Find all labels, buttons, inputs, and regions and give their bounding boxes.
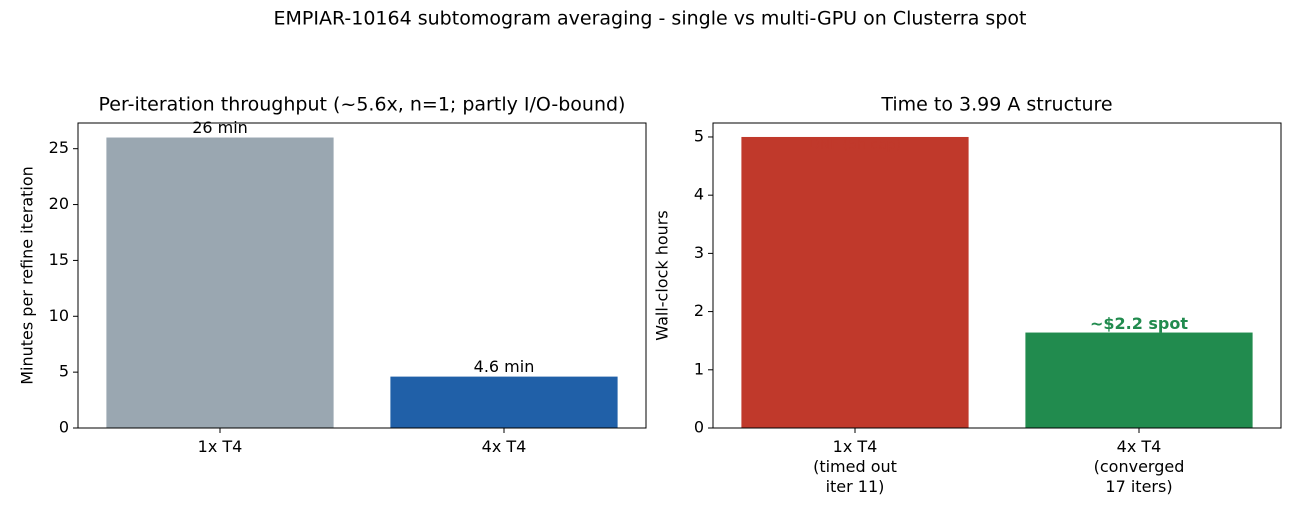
y-tick-label: 1 bbox=[694, 359, 704, 378]
y-tick-label: 4 bbox=[694, 185, 704, 204]
x-tick-label: 1x T4 (timed out iter 11) bbox=[813, 437, 897, 496]
x-tick-label: 4x T4 (converged 17 iters) bbox=[1093, 437, 1185, 496]
figure-title: EMPIAR-10164 subtomogram averaging - sin… bbox=[274, 8, 1027, 30]
y-tick-label: 15 bbox=[49, 250, 69, 269]
bar bbox=[1025, 332, 1253, 428]
bar bbox=[390, 376, 618, 428]
axis-title: Per-iteration throughput (~5.6x, n=1; pa… bbox=[99, 94, 626, 116]
value-label: 4.6 min bbox=[474, 357, 535, 376]
bar-annotation: ~$2.2 spot bbox=[1090, 314, 1188, 333]
x-tick-label: 4x T4 bbox=[481, 437, 527, 456]
axes-frame bbox=[712, 122, 1282, 429]
y-tick-label: 5 bbox=[694, 126, 704, 145]
value-label: 26 min bbox=[192, 118, 248, 137]
y-tick-label: 25 bbox=[49, 138, 69, 157]
x-tick-label: 1x T4 bbox=[197, 437, 243, 456]
y-axis-label: Wall-clock hours bbox=[653, 210, 672, 340]
bar bbox=[741, 136, 969, 428]
y-tick-label: 5 bbox=[59, 362, 69, 381]
y-tick-label: 20 bbox=[49, 194, 69, 213]
y-tick-label: 10 bbox=[49, 306, 69, 325]
axis-title: Time to 3.99 A structure bbox=[880, 94, 1112, 116]
y-axis-label: Minutes per refine iteration bbox=[18, 166, 37, 385]
y-tick-label: 0 bbox=[694, 418, 704, 437]
axes-frame bbox=[77, 122, 647, 429]
bar-annotation: DNF (5h cap) bbox=[809, 137, 901, 153]
y-tick-label: 2 bbox=[694, 301, 704, 320]
y-tick-label: 0 bbox=[59, 418, 69, 437]
y-tick-label: 3 bbox=[694, 243, 704, 262]
bar bbox=[106, 137, 334, 428]
